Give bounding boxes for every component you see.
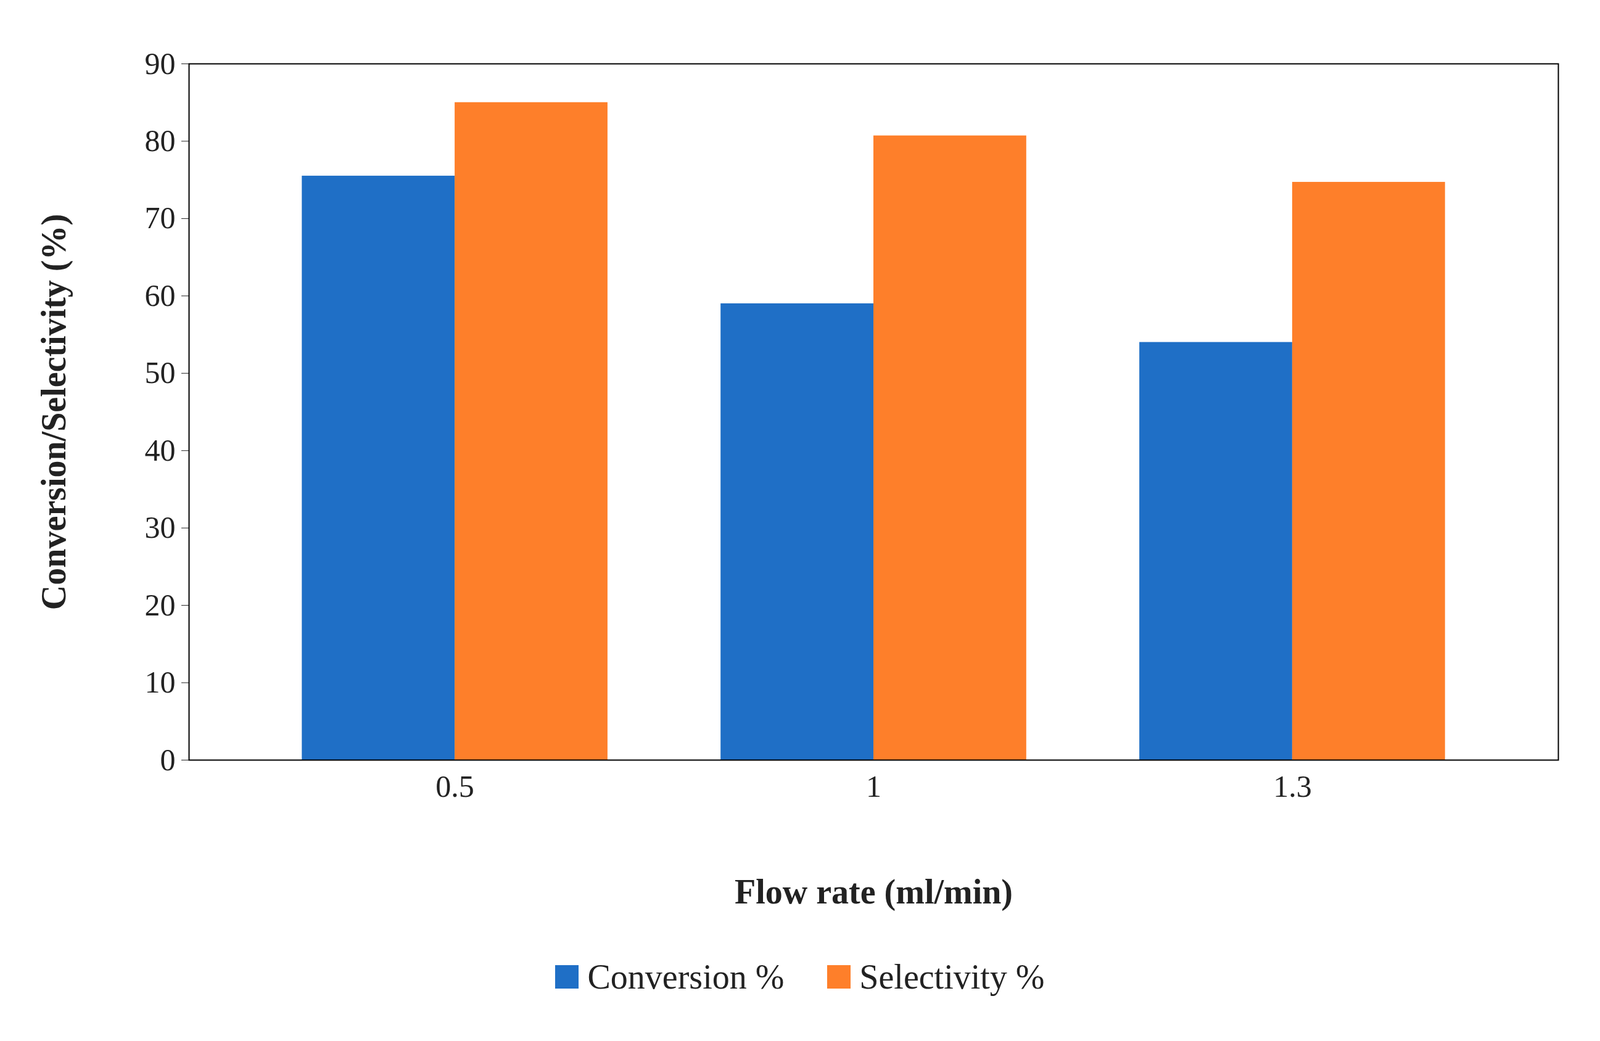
svg-text:0: 0 [160,742,176,778]
svg-text:20: 20 [144,587,176,623]
svg-text:1.3: 1.3 [1273,769,1312,804]
svg-text:70: 70 [144,200,176,236]
html-text:Selectivity %: Selectivity % [859,957,1045,997]
svg-text:60: 60 [144,278,176,313]
svg-text:80: 80 [144,123,176,158]
svg-text:1: 1 [865,769,882,804]
html-text:Conversion %: Conversion % [587,957,785,997]
svg-text:Conversion/Selectivity (%): Conversion/Selectivity (%) [34,214,74,611]
svg-text:30: 30 [144,510,176,545]
svg-text:50: 50 [144,355,176,390]
svg-text:90: 90 [144,46,176,81]
svg-text:40: 40 [144,432,176,468]
svg-text:Flow rate (ml/min): Flow rate (ml/min) [734,872,1013,912]
svg-text:0.5: 0.5 [435,769,474,804]
svg-text:10: 10 [144,664,176,700]
